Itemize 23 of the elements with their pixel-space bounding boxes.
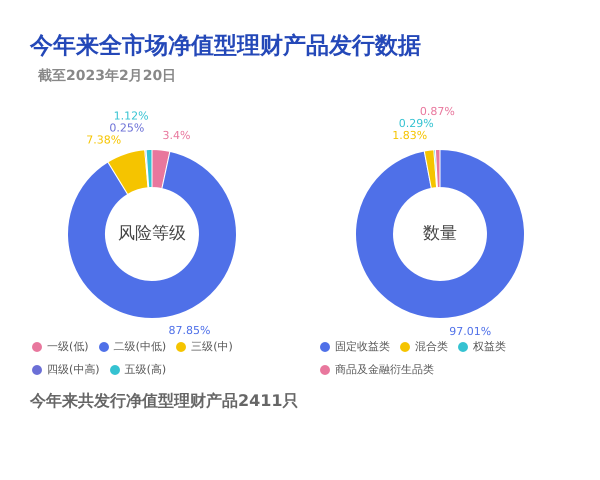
text: 数量 — [423, 223, 457, 244]
legend-label: 权益类 — [473, 339, 506, 354]
legend-label: 商品及金融衍生品类 — [335, 362, 434, 377]
legend-label: 二级(中低) — [114, 339, 166, 354]
legend-label: 四级(中高) — [47, 362, 100, 377]
legend-label: 一级(低) — [47, 339, 89, 354]
legend-label: 混合类 — [415, 339, 448, 354]
chart-subtitle: 截至2023年2月20日 — [38, 67, 178, 85]
data-label: 0.29% — [398, 117, 434, 130]
legend-label: 五级(高) — [124, 362, 166, 377]
text: 今年来共发行净值型理财产品2411只 — [30, 391, 300, 412]
text: 风险等级 — [118, 223, 186, 244]
data-label: 0.25% — [109, 121, 144, 134]
data-label: 1.83% — [392, 129, 428, 142]
legend-label: 三级(中) — [191, 339, 233, 354]
data-label: 7.38% — [86, 133, 122, 146]
data-label: 3.4% — [162, 128, 190, 142]
data-label: 0.87% — [420, 105, 455, 118]
chart-title: 今年来全市场净值型理财产品发行数据 — [30, 32, 422, 61]
data-label: 97.01% — [449, 324, 492, 338]
data-label: 87.85% — [168, 324, 210, 337]
data-label: 1.12% — [114, 109, 149, 122]
legend-label: 固定收益类 — [335, 339, 390, 354]
